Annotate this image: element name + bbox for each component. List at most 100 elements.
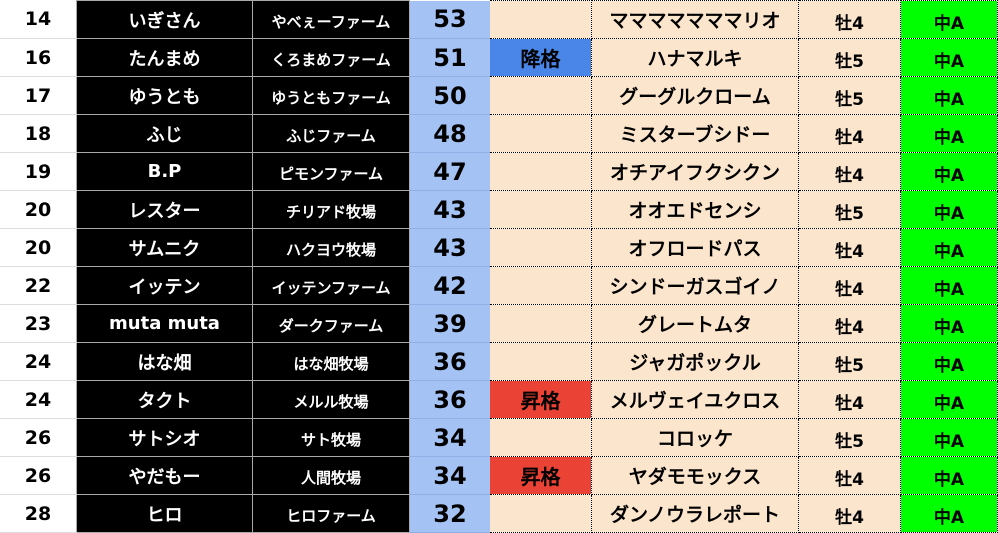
rank-cell[interactable]: 14 xyxy=(0,0,77,39)
class-cell[interactable]: 中A xyxy=(900,152,998,191)
score-cell[interactable]: 36 xyxy=(409,342,490,381)
player-name-cell[interactable]: ゆうとも xyxy=(76,76,253,115)
status-badge-cell[interactable] xyxy=(490,494,592,533)
sex-age-cell[interactable]: 牡5 xyxy=(798,190,901,229)
farm-name-cell[interactable]: やべぇーファーム xyxy=(252,0,410,39)
status-badge-cell[interactable] xyxy=(490,76,592,115)
score-cell[interactable]: 43 xyxy=(409,190,490,229)
class-cell[interactable]: 中A xyxy=(900,380,998,419)
horse-name-cell[interactable]: メルヴェイユクロス xyxy=(591,380,799,419)
farm-name-cell[interactable]: ピモンファーム xyxy=(252,152,410,191)
player-name-cell[interactable]: サトシオ xyxy=(76,418,253,457)
status-badge-cell[interactable] xyxy=(490,0,592,39)
player-name-cell[interactable]: タクト xyxy=(76,380,253,419)
score-cell[interactable]: 36 xyxy=(409,380,490,419)
class-cell[interactable]: 中A xyxy=(900,494,998,533)
sex-age-cell[interactable]: 牡5 xyxy=(798,38,901,77)
horse-name-cell[interactable]: ハナマルキ xyxy=(591,38,799,77)
score-cell[interactable]: 32 xyxy=(409,494,490,533)
sex-age-cell[interactable]: 牡4 xyxy=(798,114,901,153)
player-name-cell[interactable]: イッテン xyxy=(76,266,253,305)
horse-name-cell[interactable]: コロッケ xyxy=(591,418,799,457)
horse-name-cell[interactable]: グレートムタ xyxy=(591,304,799,343)
rank-cell[interactable]: 19 xyxy=(0,152,77,191)
horse-name-cell[interactable]: シンドーガスゴイノ xyxy=(591,266,799,305)
farm-name-cell[interactable]: はな畑牧場 xyxy=(252,342,410,381)
score-cell[interactable]: 51 xyxy=(409,38,490,77)
sex-age-cell[interactable]: 牡4 xyxy=(798,494,901,533)
rank-cell[interactable]: 26 xyxy=(0,418,77,457)
farm-name-cell[interactable]: ゆうともファーム xyxy=(252,76,410,115)
class-cell[interactable]: 中A xyxy=(900,228,998,267)
status-badge-cell[interactable] xyxy=(490,190,592,229)
rank-cell[interactable]: 23 xyxy=(0,304,77,343)
player-name-cell[interactable]: muta muta xyxy=(76,304,253,343)
score-cell[interactable]: 43 xyxy=(409,228,490,267)
farm-name-cell[interactable]: くろまめファーム xyxy=(252,38,410,77)
sex-age-cell[interactable]: 牡5 xyxy=(798,418,901,457)
score-cell[interactable]: 42 xyxy=(409,266,490,305)
class-cell[interactable]: 中A xyxy=(900,38,998,77)
player-name-cell[interactable]: B.P xyxy=(76,152,253,191)
player-name-cell[interactable]: いぎさん xyxy=(76,0,253,39)
horse-name-cell[interactable]: オオエドセンシ xyxy=(591,190,799,229)
sex-age-cell[interactable]: 牡4 xyxy=(798,266,901,305)
player-name-cell[interactable]: はな畑 xyxy=(76,342,253,381)
player-name-cell[interactable]: サムニク xyxy=(76,228,253,267)
class-cell[interactable]: 中A xyxy=(900,342,998,381)
sex-age-cell[interactable]: 牡5 xyxy=(798,342,901,381)
sex-age-cell[interactable]: 牡5 xyxy=(798,76,901,115)
score-cell[interactable]: 48 xyxy=(409,114,490,153)
horse-name-cell[interactable]: グーグルクローム xyxy=(591,76,799,115)
score-cell[interactable]: 39 xyxy=(409,304,490,343)
player-name-cell[interactable]: レスター xyxy=(76,190,253,229)
rank-cell[interactable]: 18 xyxy=(0,114,77,153)
farm-name-cell[interactable]: ふじファーム xyxy=(252,114,410,153)
status-badge-cell[interactable] xyxy=(490,152,592,191)
rank-cell[interactable]: 24 xyxy=(0,342,77,381)
score-cell[interactable]: 53 xyxy=(409,0,490,39)
score-cell[interactable]: 34 xyxy=(409,418,490,457)
farm-name-cell[interactable]: メルル牧場 xyxy=(252,380,410,419)
status-badge-cell[interactable]: 昇格 xyxy=(490,380,592,419)
sex-age-cell[interactable]: 牡4 xyxy=(798,380,901,419)
farm-name-cell[interactable]: サト牧場 xyxy=(252,418,410,457)
horse-name-cell[interactable]: オチアイフクシクン xyxy=(591,152,799,191)
status-badge-cell[interactable]: 降格 xyxy=(490,38,592,77)
horse-name-cell[interactable]: ダンノウラレポート xyxy=(591,494,799,533)
class-cell[interactable]: 中A xyxy=(900,266,998,305)
rank-cell[interactable]: 20 xyxy=(0,228,77,267)
sex-age-cell[interactable]: 牡4 xyxy=(798,228,901,267)
class-cell[interactable]: 中A xyxy=(900,114,998,153)
rank-cell[interactable]: 20 xyxy=(0,190,77,229)
horse-name-cell[interactable]: マママママママリオ xyxy=(591,0,799,39)
player-name-cell[interactable]: ふじ xyxy=(76,114,253,153)
status-badge-cell[interactable] xyxy=(490,418,592,457)
sex-age-cell[interactable]: 牡4 xyxy=(798,0,901,39)
player-name-cell[interactable]: たんまめ xyxy=(76,38,253,77)
farm-name-cell[interactable]: チリアド牧場 xyxy=(252,190,410,229)
class-cell[interactable]: 中A xyxy=(900,76,998,115)
player-name-cell[interactable]: ヒロ xyxy=(76,494,253,533)
horse-name-cell[interactable]: ミスターブシドー xyxy=(591,114,799,153)
farm-name-cell[interactable]: ダークファーム xyxy=(252,304,410,343)
farm-name-cell[interactable]: ヒロファーム xyxy=(252,494,410,533)
status-badge-cell[interactable] xyxy=(490,228,592,267)
farm-name-cell[interactable]: ハクヨウ牧場 xyxy=(252,228,410,267)
status-badge-cell[interactable] xyxy=(490,266,592,305)
rank-cell[interactable]: 22 xyxy=(0,266,77,305)
rank-cell[interactable]: 16 xyxy=(0,38,77,77)
rank-cell[interactable]: 17 xyxy=(0,76,77,115)
sex-age-cell[interactable]: 牡4 xyxy=(798,152,901,191)
status-badge-cell[interactable] xyxy=(490,304,592,343)
class-cell[interactable]: 中A xyxy=(900,418,998,457)
class-cell[interactable]: 中A xyxy=(900,304,998,343)
rank-cell[interactable]: 24 xyxy=(0,380,77,419)
class-cell[interactable]: 中A xyxy=(900,0,998,39)
rank-cell[interactable]: 28 xyxy=(0,494,77,533)
score-cell[interactable]: 50 xyxy=(409,76,490,115)
sex-age-cell[interactable]: 牡4 xyxy=(798,304,901,343)
horse-name-cell[interactable]: オフロードパス xyxy=(591,228,799,267)
class-cell[interactable]: 中A xyxy=(900,190,998,229)
horse-name-cell[interactable]: ジャガポックル xyxy=(591,342,799,381)
